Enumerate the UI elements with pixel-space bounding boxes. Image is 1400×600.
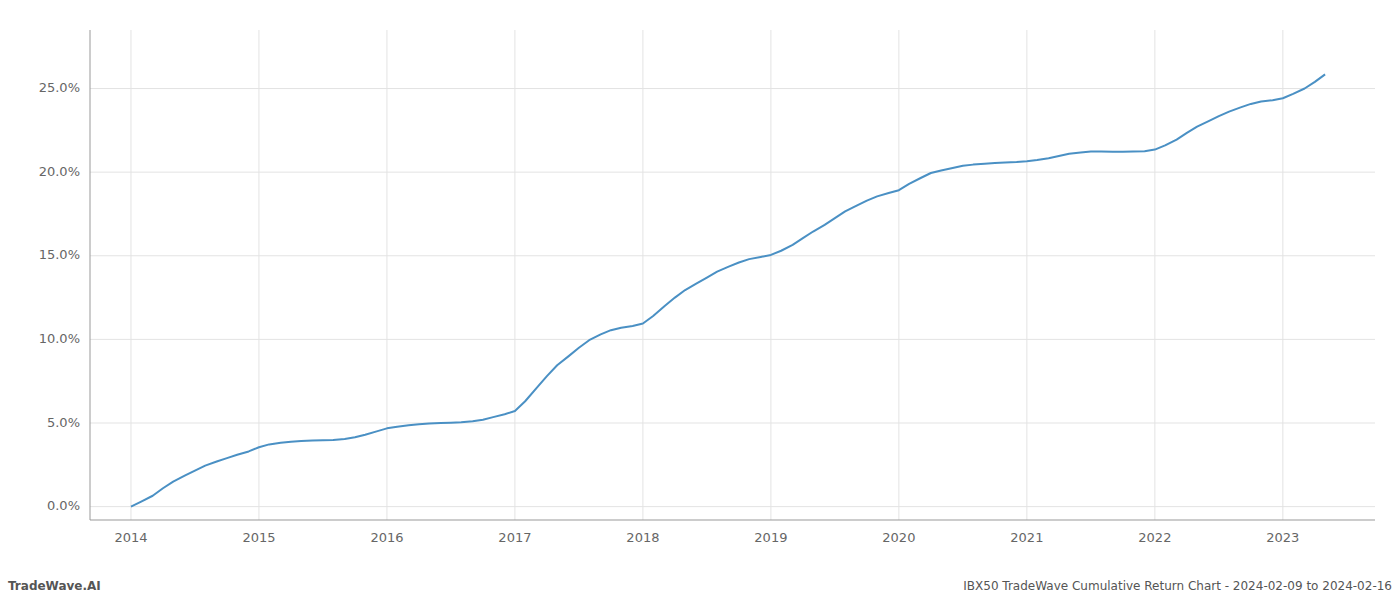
y-axis-line — [90, 30, 91, 520]
x-grid-line — [898, 30, 899, 520]
x-grid-line — [130, 30, 131, 520]
watermark: TradeWave.AI — [8, 579, 101, 593]
y-grid-line — [90, 506, 1375, 507]
x-grid-line — [1026, 30, 1027, 520]
y-grid-line — [90, 255, 1375, 256]
x-tick-label: 2014 — [114, 530, 147, 545]
x-tick-label: 2019 — [754, 530, 787, 545]
y-tick-label: 10.0% — [39, 331, 80, 346]
y-tick-label: 0.0% — [47, 498, 80, 513]
y-grid-line — [90, 88, 1375, 89]
x-axis-line — [90, 520, 1375, 521]
x-grid-line — [514, 30, 515, 520]
x-grid-line — [642, 30, 643, 520]
chart: 0.0% 5.0% 10.0% 15.0% 20.0% 25.0% 2014 2015 2016… — [0, 0, 1400, 600]
y-tick-label: 20.0% — [39, 164, 80, 179]
x-tick-label: 2017 — [498, 530, 531, 545]
y-tick-label: 15.0% — [39, 247, 80, 262]
x-tick-label: 2021 — [1010, 530, 1043, 545]
ticks: 0.0% 5.0% 10.0% 15.0% 20.0% 25.0% 2014 2015 2016… — [39, 80, 1300, 545]
grid — [90, 30, 1375, 520]
y-grid-line — [90, 423, 1375, 424]
y-grid-line — [90, 339, 1375, 340]
y-tick-label: 25.0% — [39, 80, 80, 95]
x-tick-label: 2023 — [1266, 530, 1299, 545]
x-grid-line — [770, 30, 771, 520]
x-grid-line — [386, 30, 387, 520]
title: IBX50 TradeWave Cumulative Return Chart … — [963, 579, 1392, 593]
x-tick-label: 2015 — [242, 530, 275, 545]
x-tick-label: 2020 — [882, 530, 915, 545]
return-line — [131, 74, 1325, 506]
y-tick-label: 5.0% — [47, 415, 80, 430]
x-tick-label: 2016 — [370, 530, 403, 545]
plot-area — [131, 74, 1325, 506]
y-grid-line — [90, 172, 1375, 173]
x-tick-label: 2022 — [1138, 530, 1171, 545]
x-grid-line — [1282, 30, 1283, 520]
x-tick-label: 2018 — [626, 530, 659, 545]
x-grid-line — [1154, 30, 1155, 520]
